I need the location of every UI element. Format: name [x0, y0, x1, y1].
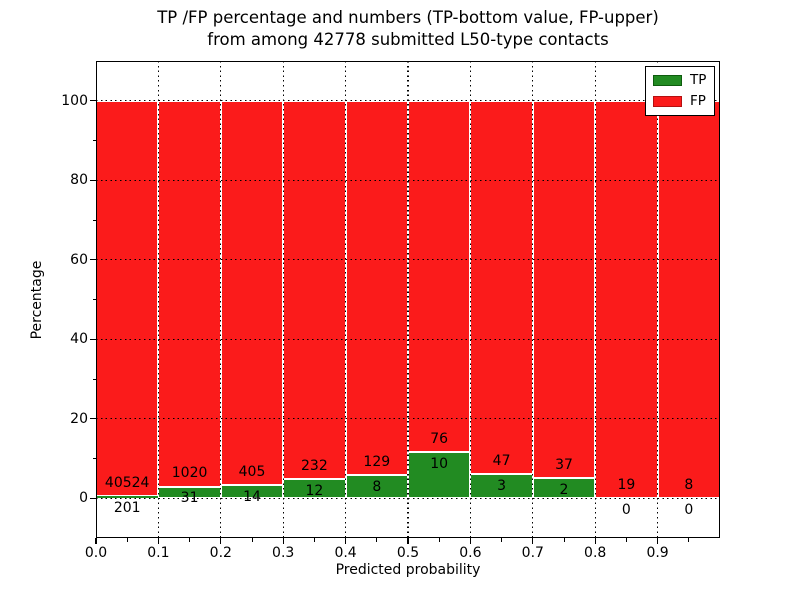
x-minor-tick [313, 538, 315, 542]
tp-swatch-icon [653, 75, 682, 86]
bar-segment-tp [96, 496, 159, 499]
x-major-tick [157, 538, 159, 544]
x-tick-label: 0.1 [147, 545, 170, 561]
grid-line-vertical [532, 61, 534, 538]
y-major-tick [90, 418, 96, 420]
x-tick-label: 0.8 [584, 545, 607, 561]
tp-count-label: 2 [559, 481, 569, 498]
tp-count-label: 3 [497, 478, 507, 495]
y-minor-tick [92, 140, 96, 141]
grid-line-vertical [594, 61, 596, 538]
x-axis-label: Predicted probability [335, 562, 481, 578]
fp-count-label: 76 [430, 430, 449, 447]
y-tick-label: 0 [79, 490, 88, 507]
fp-count-label: 19 [617, 477, 636, 494]
x-tick-label: 0.0 [84, 545, 108, 561]
fp-count-label: 405 [238, 463, 266, 480]
grid-line-vertical [220, 61, 222, 538]
x-major-tick [345, 538, 347, 544]
y-minor-tick [92, 458, 96, 459]
fp-count-label: 1020 [171, 465, 208, 482]
x-major-tick [469, 538, 471, 544]
x-tick-label: 0.3 [272, 545, 295, 561]
legend: TP FP [645, 66, 716, 116]
x-major-tick [594, 538, 596, 544]
tp-count-label: 0 [621, 502, 631, 519]
x-minor-tick [563, 538, 565, 542]
tp-count-label: 201 [113, 500, 141, 517]
bar-segment-fp [595, 100, 658, 499]
tp-count-label: 12 [305, 482, 324, 499]
fp-count-label: 232 [301, 457, 328, 474]
x-major-tick [532, 538, 534, 544]
y-minor-tick [92, 378, 96, 380]
y-tick-label: 20 [70, 410, 88, 427]
y-axis-label: Percentage [29, 260, 45, 340]
x-minor-tick [501, 538, 503, 542]
bar-segment-fp [283, 100, 346, 479]
x-minor-tick [376, 538, 378, 542]
x-major-tick [407, 538, 409, 544]
y-tick-label: 60 [70, 251, 88, 268]
fp-count-label: 47 [492, 453, 511, 470]
legend-item-tp: TP [653, 73, 706, 88]
fp-count-label: 129 [363, 453, 391, 470]
x-minor-tick [251, 538, 253, 542]
grid-line-vertical [407, 61, 409, 538]
tp-count-label: 10 [430, 455, 449, 472]
x-minor-tick [688, 538, 690, 542]
chart-title-line2: from among 42778 submitted L50-type cont… [207, 30, 609, 49]
x-tick-label: 0.4 [334, 545, 357, 561]
y-tick-label: 100 [61, 92, 88, 109]
grid-line-vertical [469, 61, 471, 538]
y-minor-tick [92, 299, 96, 300]
tp-count-label: 0 [684, 502, 694, 519]
x-major-tick [220, 538, 222, 544]
grid-line-vertical [345, 61, 347, 538]
chart-title-line1: TP /FP percentage and numbers (TP-bottom… [157, 8, 659, 27]
fp-count-label: 40524 [104, 475, 150, 492]
x-minor-tick [126, 538, 128, 542]
legend-label-tp: TP [690, 72, 707, 88]
x-minor-tick [438, 538, 440, 542]
grid-line-vertical [157, 61, 159, 538]
fp-swatch-icon [653, 96, 682, 107]
tp-count-label: 14 [243, 488, 261, 505]
x-tick-label: 0.9 [646, 545, 669, 561]
plot-frame [96, 61, 720, 538]
legend-item-fp: FP [653, 94, 706, 109]
fp-count-label: 8 [684, 477, 694, 494]
x-tick-label: 0.2 [209, 545, 232, 561]
y-tick-label: 40 [70, 331, 88, 348]
tp-count-label: 31 [180, 490, 199, 507]
y-tick-label: 80 [70, 172, 88, 189]
grid-line-vertical [657, 61, 659, 538]
tp-count-label: 8 [372, 478, 382, 495]
fp-count-label: 37 [555, 456, 573, 473]
x-major-tick [657, 538, 659, 544]
legend-label-fp: FP [690, 93, 706, 109]
x-major-tick [95, 538, 97, 544]
chart-title: TP /FP percentage and numbers (TP-bottom… [96, 7, 720, 51]
y-minor-tick [92, 219, 96, 221]
plot-area: 40524 201 1020 31 405 14 232 12 129 8 76 10 47 3 37 2 19… [96, 61, 720, 538]
y-major-tick [90, 259, 96, 261]
y-major-tick [90, 179, 96, 181]
y-major-tick [90, 497, 96, 499]
x-major-tick [282, 538, 284, 544]
y-major-tick [90, 338, 96, 340]
x-tick-label: 0.7 [521, 545, 544, 561]
x-minor-tick [625, 538, 627, 542]
x-minor-tick [189, 538, 191, 542]
bar-segment-fp [657, 100, 720, 499]
grid-line-vertical [282, 61, 284, 538]
x-tick-label: 0.6 [459, 545, 482, 561]
bar-segment-fp [532, 100, 596, 478]
x-tick-label: 0.5 [396, 545, 420, 561]
y-major-tick [90, 100, 96, 102]
